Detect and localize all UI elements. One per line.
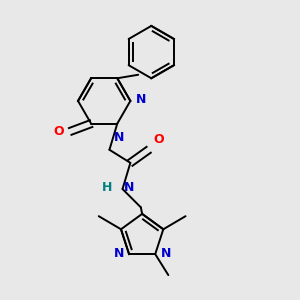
Text: O: O (53, 125, 64, 138)
Text: N: N (136, 93, 147, 106)
Text: H: H (102, 181, 113, 194)
Text: N: N (114, 131, 124, 144)
Text: O: O (154, 134, 164, 146)
Text: N: N (113, 247, 124, 260)
Text: N: N (124, 181, 134, 194)
Text: N: N (160, 247, 171, 260)
